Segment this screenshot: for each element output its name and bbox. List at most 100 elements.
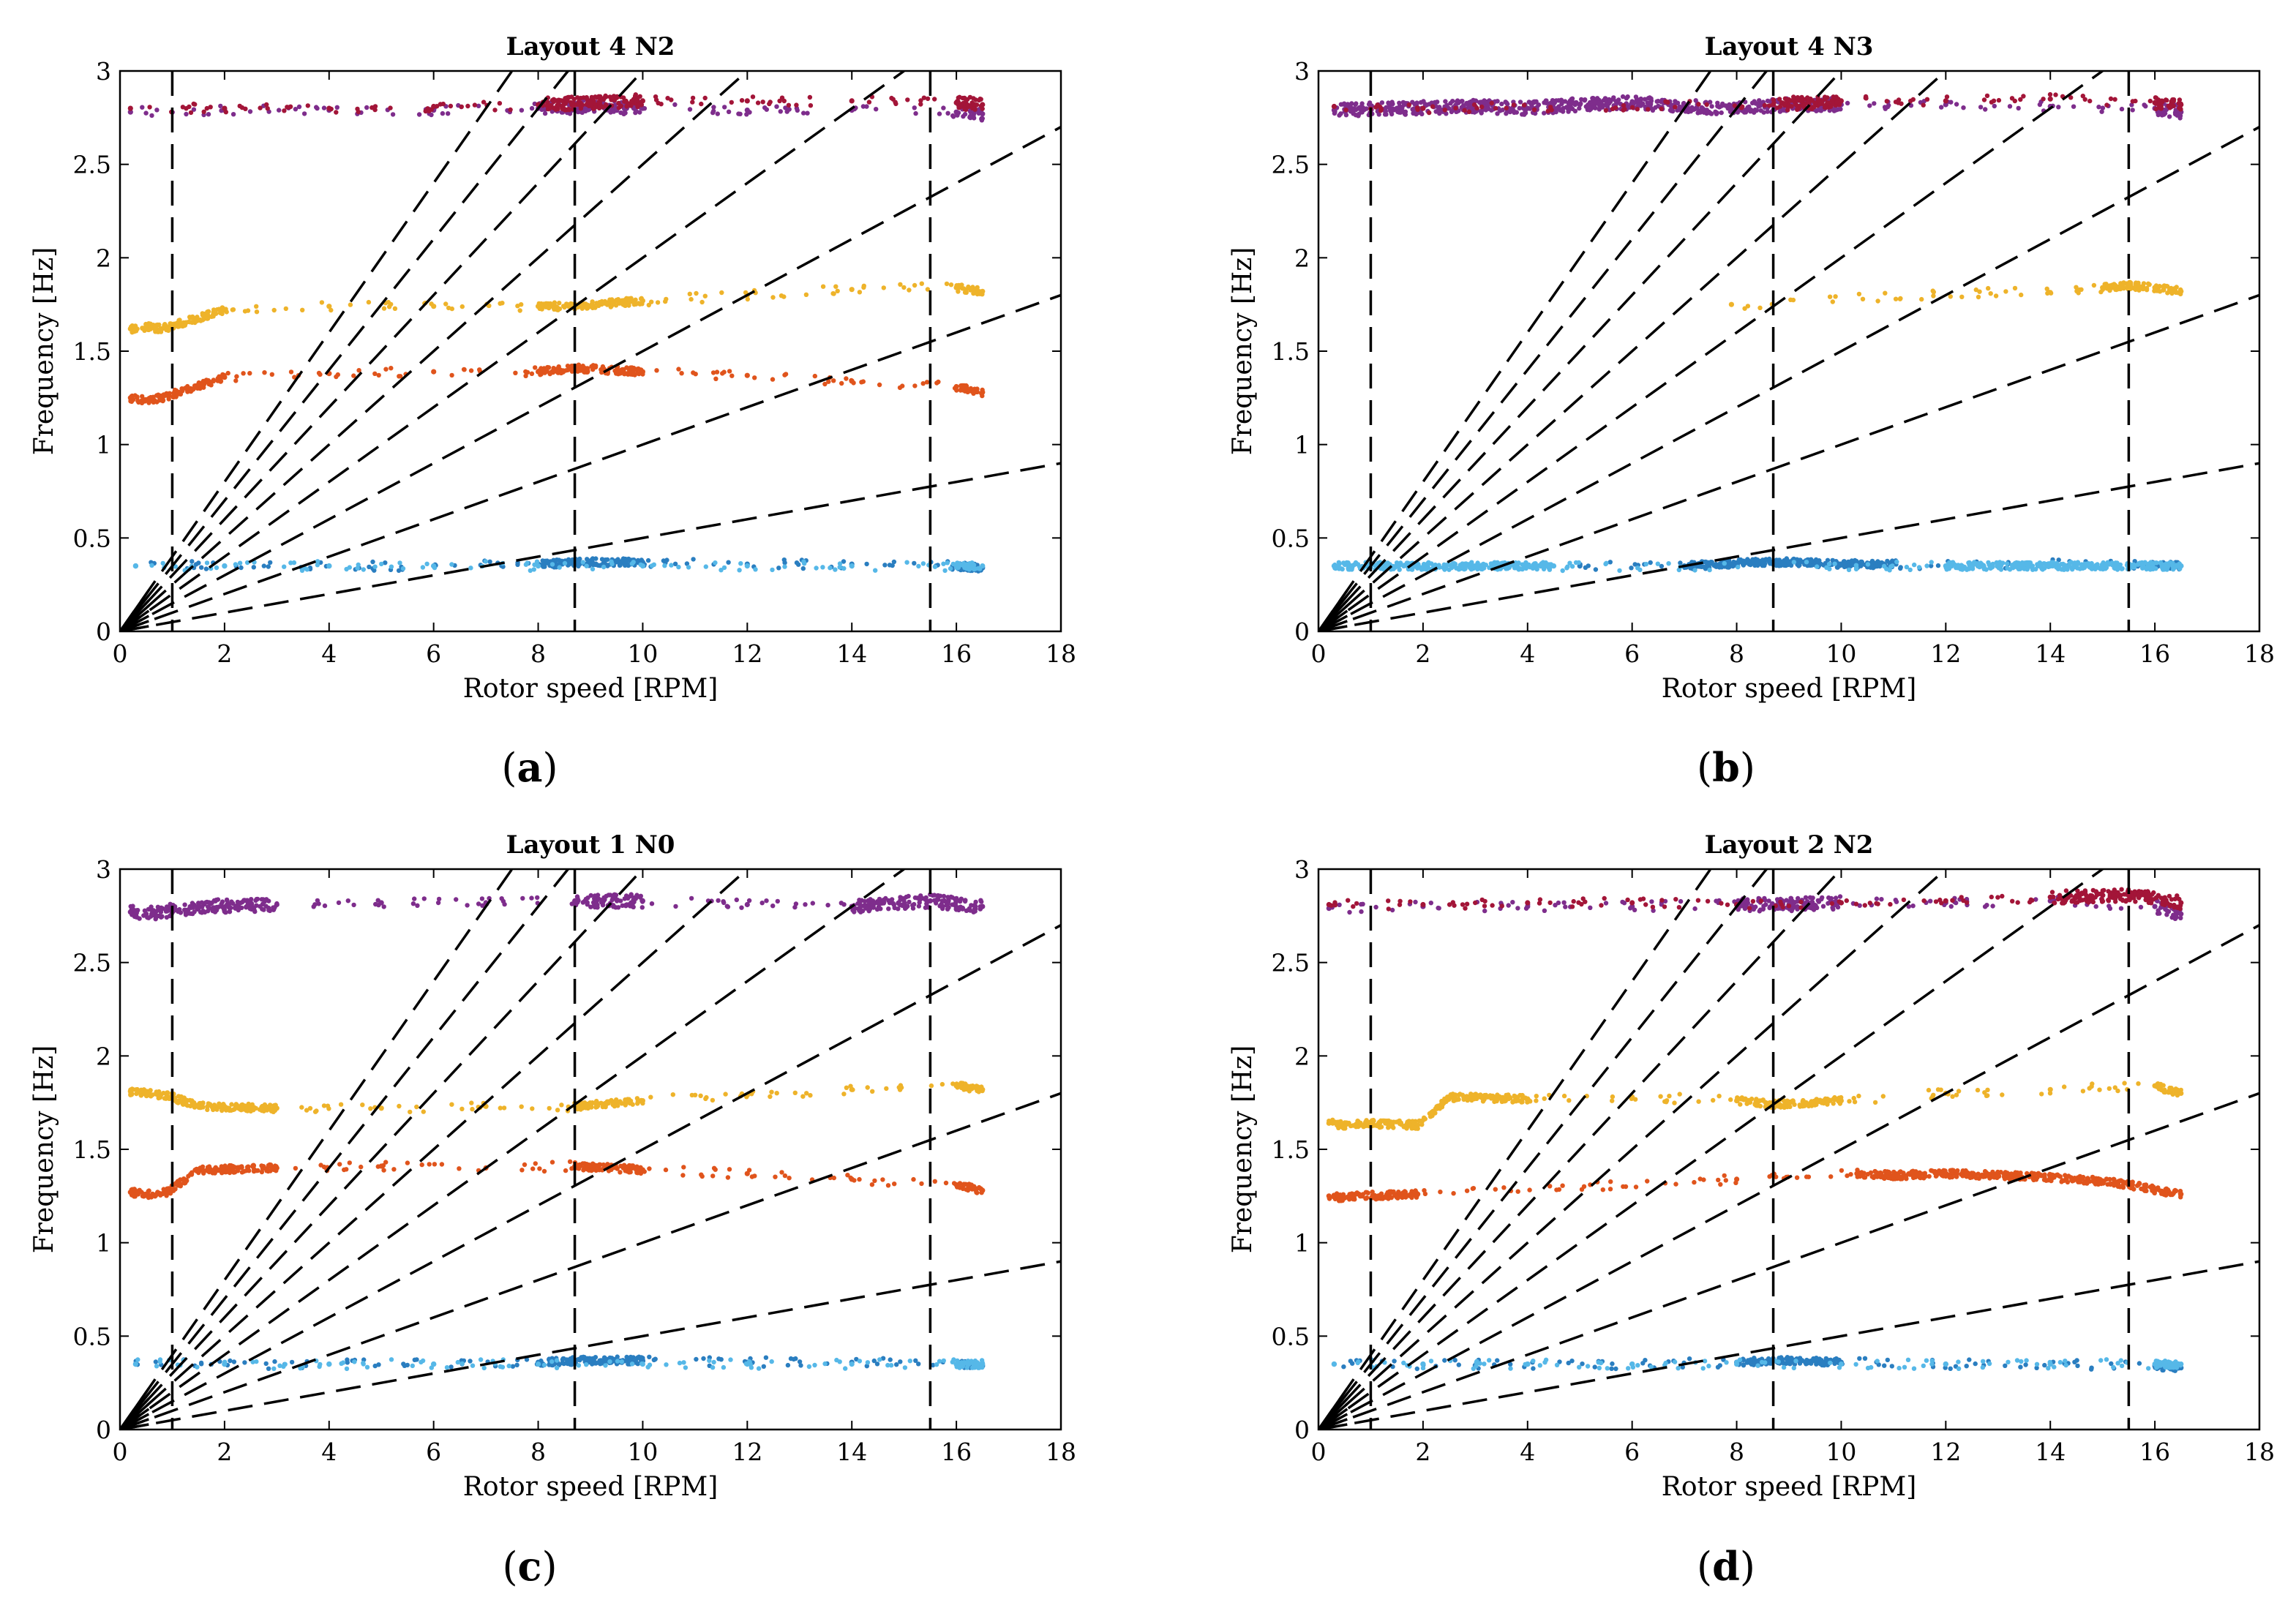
scatter-point [352, 1359, 357, 1364]
scatter-point [1845, 100, 1850, 106]
scatter-point [1471, 102, 1477, 108]
scatter-point [1931, 293, 1936, 298]
scatter-point [402, 1363, 408, 1369]
scatter-point [1988, 291, 1993, 296]
scatter-point [693, 372, 698, 377]
scatter-point [250, 1359, 255, 1364]
scatter-point [1572, 108, 1578, 113]
scatter-point [898, 1359, 903, 1364]
scatter-point [916, 563, 921, 569]
scatter-point [584, 95, 589, 100]
scatter-point [254, 1359, 259, 1364]
scatter-point [367, 564, 372, 570]
scatter-point [953, 109, 959, 115]
scatter-point [1416, 565, 1421, 570]
scatter-point [807, 94, 813, 100]
scatter-point [1636, 102, 1641, 108]
scatter-point [2082, 97, 2087, 102]
scatter-point [782, 1173, 788, 1179]
scatter-point [954, 388, 959, 393]
scatter-point [481, 1365, 487, 1371]
scatter-point [860, 104, 866, 109]
scatter-point [1635, 107, 1640, 112]
scatter-point [967, 1183, 972, 1189]
scatter-point [2104, 102, 2109, 108]
harmonic-line-6 [1318, 71, 1842, 631]
scatter-point [1418, 99, 1424, 105]
scatter-point [1437, 110, 1442, 116]
scatter-point [1700, 564, 1706, 569]
scatter-point [826, 379, 831, 384]
scatter-point [277, 1363, 282, 1369]
scatter-point [154, 1364, 160, 1369]
scatter-point [1833, 294, 1838, 299]
scatter-point [781, 294, 787, 299]
scatter-point [234, 374, 239, 379]
scatter-point [344, 1167, 349, 1172]
scatter-point [269, 372, 274, 377]
scatter-point [639, 298, 646, 304]
scatter-point [127, 109, 133, 115]
scatter-point [1774, 560, 1779, 565]
scatter-point [266, 1366, 271, 1372]
scatter-point [1479, 566, 1485, 572]
scatter-point [190, 314, 195, 320]
scatter-point [361, 567, 366, 572]
scatter-point [948, 282, 954, 288]
scatter-point [820, 565, 825, 570]
scatter-point [1482, 99, 1487, 105]
scatter-point [944, 281, 950, 287]
scatter-point [662, 563, 667, 568]
scatter-point [389, 366, 394, 371]
scatter-point [2178, 102, 2184, 108]
scatter-point [443, 301, 449, 307]
scatter-point [1935, 563, 1941, 568]
scatter-point [1379, 100, 1385, 105]
scatter-point [514, 1362, 519, 1368]
scatter-point [891, 559, 897, 565]
harmonic-line-2 [1318, 293, 2259, 631]
scatter-point [629, 1361, 635, 1367]
scatter-point [220, 1168, 226, 1173]
scatter-point [366, 299, 372, 305]
scatter-point [1700, 109, 1706, 114]
scatter-point [195, 1364, 200, 1370]
scatter-point [905, 97, 910, 102]
scatter-point [230, 307, 235, 312]
scatter-point [1603, 108, 1609, 113]
scatter-point [2137, 560, 2142, 566]
scatter-point [2070, 566, 2075, 571]
scatter-point [329, 307, 334, 313]
scatter-point [603, 94, 608, 99]
scatter-point [405, 1160, 410, 1165]
chart-title: Layout 4 N3 [1705, 32, 1874, 61]
scatter-point [2154, 560, 2159, 566]
scatter-point [980, 1361, 986, 1367]
scatter-point [760, 99, 765, 105]
scatter-point [1493, 105, 1498, 111]
scatter-point [2130, 99, 2135, 104]
x-tick-label: 10 [1826, 639, 1856, 668]
scatter-point [146, 321, 151, 326]
scatter-point [1846, 567, 1852, 573]
scatter-point [590, 303, 596, 308]
scatter-point [1742, 560, 1748, 566]
scatter-point [920, 381, 926, 386]
scatter-point [1735, 110, 1741, 115]
scatter-point [770, 377, 776, 382]
scatter-point [2112, 97, 2117, 102]
scatter-point [1723, 103, 1728, 108]
scatter-point [2100, 563, 2106, 569]
scatter-point [1801, 97, 1806, 102]
scatter-point [1331, 103, 1337, 110]
scatter-point [298, 1366, 303, 1371]
harmonic-line-4 [120, 71, 905, 631]
scatter-point [265, 106, 270, 111]
y-tick-label: 1 [96, 431, 111, 459]
scatter-point [980, 1187, 986, 1193]
scatter-point [828, 566, 833, 571]
scatter-point [2112, 282, 2117, 287]
scatter-point [898, 282, 903, 287]
scatter-point [880, 1177, 885, 1182]
scatter-point [601, 1162, 606, 1168]
